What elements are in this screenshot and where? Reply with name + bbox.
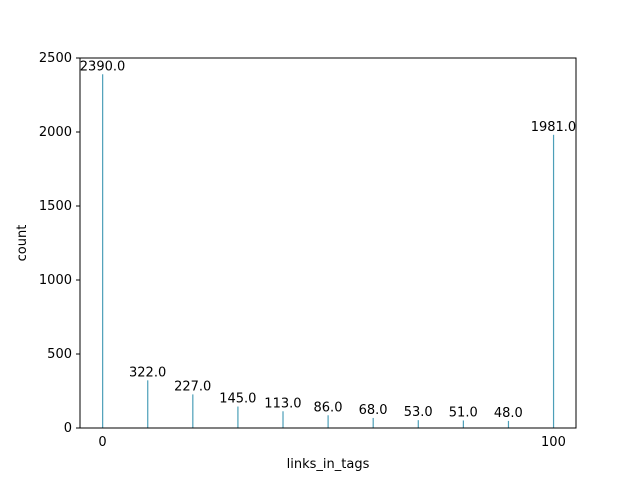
bar xyxy=(192,394,194,428)
y-tick-label: 1000 xyxy=(39,273,72,288)
bar xyxy=(147,380,149,428)
bar-value-label: 53.0 xyxy=(404,405,433,420)
bar xyxy=(417,420,419,428)
bar xyxy=(552,134,555,428)
bar xyxy=(102,74,104,428)
x-tick-label: 0 xyxy=(98,435,106,450)
y-axis-ticks: 0 500 1000 1500 2000 2500 xyxy=(39,51,80,436)
y-tick-label: 0 xyxy=(64,421,72,436)
bar-value-label: 48.0 xyxy=(494,406,523,421)
y-tick-label: 500 xyxy=(47,347,72,362)
bar-value-label: 322.0 xyxy=(129,365,166,380)
bar-value-label: 51.0 xyxy=(449,405,478,420)
bar xyxy=(372,417,374,428)
bar xyxy=(462,420,464,428)
bar-value-label: 1981.0 xyxy=(531,120,577,135)
x-axis-label: links_in_tags xyxy=(287,457,370,472)
bar-value-label: 145.0 xyxy=(219,392,256,407)
y-axis-label: count xyxy=(15,225,30,262)
bars-group xyxy=(102,74,555,428)
bar-value-label: 113.0 xyxy=(264,396,301,411)
x-axis-ticks: 0 100 xyxy=(98,435,565,450)
bar xyxy=(507,420,510,428)
y-tick-label: 2000 xyxy=(39,125,72,140)
plot-frame xyxy=(79,57,577,429)
bar xyxy=(327,415,329,428)
bar-value-label: 68.0 xyxy=(359,403,388,418)
x-tick-label: 100 xyxy=(541,435,566,450)
y-tick-label: 2500 xyxy=(39,51,72,66)
bar-value-label: 86.0 xyxy=(314,400,343,415)
bar-value-label: 227.0 xyxy=(174,379,211,394)
bar-value-label: 2390.0 xyxy=(80,59,126,74)
bar xyxy=(237,406,239,428)
value-labels-group: 2390.0 322.0 227.0 145.0 113.0 86.0 68.0 53.0 51… xyxy=(80,59,576,421)
bar xyxy=(282,411,284,428)
y-tick-label: 1500 xyxy=(39,199,72,214)
